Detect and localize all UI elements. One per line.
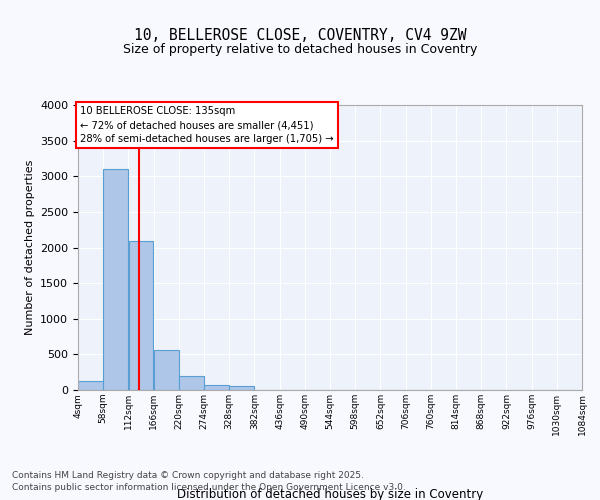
Bar [229,386,254,390]
X-axis label: Distribution of detached houses by size in Coventry: Distribution of detached houses by size … [177,488,483,500]
Bar [179,376,204,390]
Bar [103,169,128,390]
Y-axis label: Number of detached properties: Number of detached properties [25,160,35,335]
Bar [204,384,229,390]
Bar [154,350,179,390]
Text: Contains public sector information licensed under the Open Government Licence v3: Contains public sector information licen… [12,483,406,492]
Text: 10, BELLEROSE CLOSE, COVENTRY, CV4 9ZW: 10, BELLEROSE CLOSE, COVENTRY, CV4 9ZW [134,28,466,42]
Text: 10 BELLEROSE CLOSE: 135sqm
← 72% of detached houses are smaller (4,451)
28% of s: 10 BELLEROSE CLOSE: 135sqm ← 72% of deta… [80,106,334,144]
Bar [128,241,154,390]
Text: Size of property relative to detached houses in Coventry: Size of property relative to detached ho… [123,44,477,57]
Text: Contains HM Land Registry data © Crown copyright and database right 2025.: Contains HM Land Registry data © Crown c… [12,472,364,480]
Bar [78,380,103,390]
